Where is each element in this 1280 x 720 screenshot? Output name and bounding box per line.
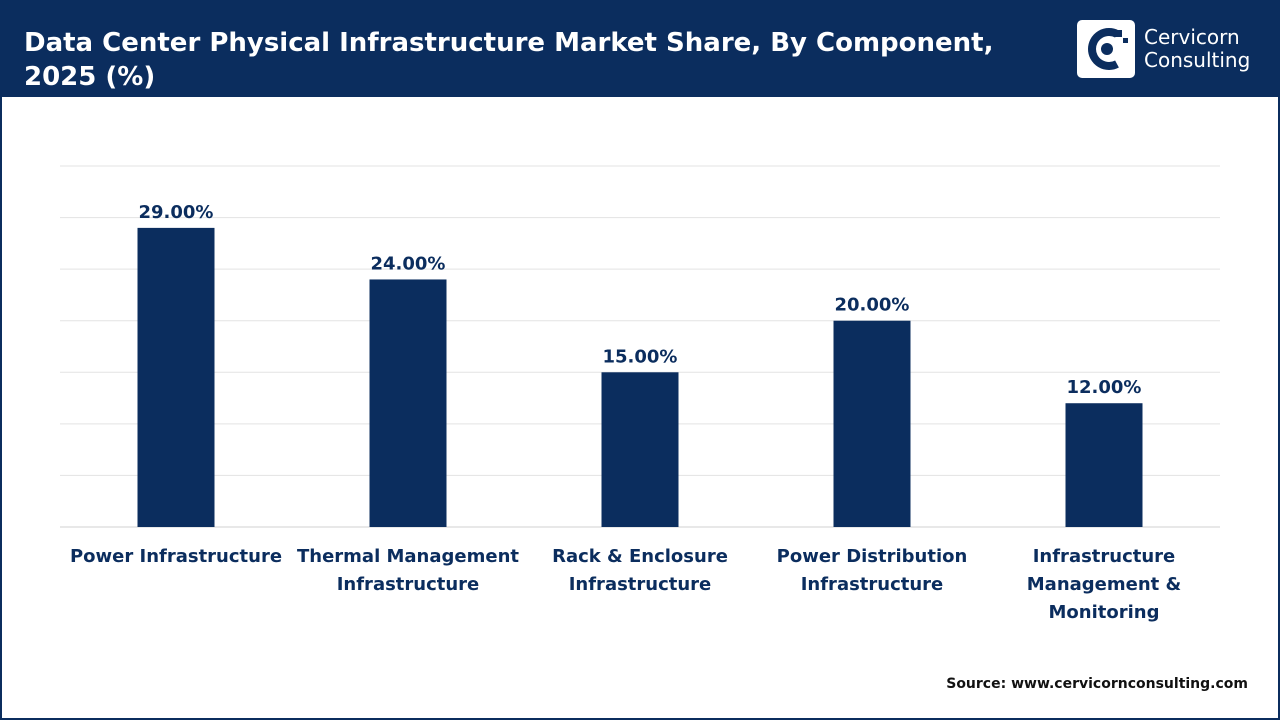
data-label: 20.00% bbox=[835, 295, 910, 316]
category-label: Infrastructure Management & Monitoring bbox=[1026, 546, 1182, 623]
data-label: 15.00% bbox=[603, 346, 678, 367]
category-label: Power Distribution Infrastructure bbox=[776, 546, 968, 595]
logo-line-2: Consulting bbox=[1144, 48, 1251, 72]
bar bbox=[1065, 403, 1143, 527]
brand-logo: Cervicorn Consulting bbox=[1077, 20, 1257, 78]
bar-chart: 29.00% 24.00% 15.00% 20.00% 12.00% bbox=[60, 165, 1220, 528]
header-banner: Data Center Physical Infrastructure Mark… bbox=[0, 0, 1280, 97]
chart-title: Data Center Physical Infrastructure Mark… bbox=[24, 28, 994, 92]
data-label: 12.00% bbox=[1067, 377, 1142, 398]
category-label: Power Infrastructure bbox=[69, 546, 283, 567]
bar bbox=[137, 227, 215, 527]
data-label: 29.00% bbox=[139, 202, 214, 223]
category-label: Rack & Enclosure Infrastructure bbox=[552, 546, 728, 595]
category-label: Thermal Management Infrastructure bbox=[296, 546, 519, 595]
bar bbox=[369, 279, 447, 527]
bar bbox=[601, 372, 679, 527]
logo-wordmark: Cervicorn Consulting bbox=[1144, 26, 1264, 72]
logo-line-1: Cervicorn bbox=[1144, 25, 1240, 49]
data-label: 24.00% bbox=[371, 253, 446, 274]
bar bbox=[833, 320, 911, 527]
source-note: Source: www.cervicornconsulting.com bbox=[946, 676, 1248, 692]
logo-icon bbox=[1077, 20, 1135, 78]
